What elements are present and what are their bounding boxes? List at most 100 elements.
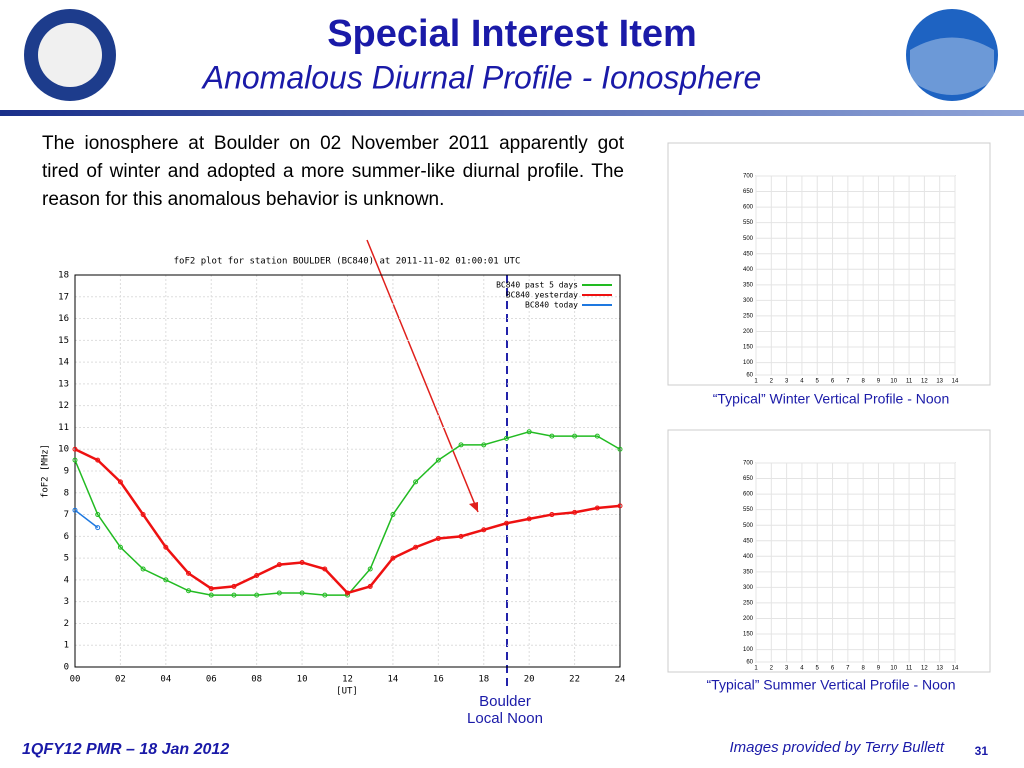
y-tick-label: 3 [64, 597, 69, 607]
point [117, 544, 123, 550]
y-tick-label: 100 [743, 360, 754, 366]
x-tick-label: 9 [877, 666, 881, 672]
y-tick-label: 60 [746, 373, 753, 379]
x-tick-label: 9 [877, 379, 881, 385]
body-text: The ionosphere at Boulder on 02 November… [42, 133, 624, 210]
x-axis-label: [UT] [336, 687, 358, 697]
arrow-line [366, 239, 479, 513]
legend-label: BC840 past 5 days [496, 281, 578, 290]
x-tick-label: 13 [936, 666, 943, 672]
x-tick-label: 18 [478, 675, 489, 685]
x-tick-label: 14 [387, 675, 398, 685]
subtitle: Anomalous Diurnal Profile - Ionosphere [201, 59, 762, 95]
y-tick-label: 400 [743, 554, 754, 560]
y-tick-label: 400 [743, 267, 754, 273]
legend-label: BC840 today [525, 301, 578, 310]
y-tick-label: 700 [743, 174, 754, 180]
plot-frame [74, 274, 621, 668]
x-tick-label: 11 [906, 379, 913, 385]
y-tick-label: 350 [743, 282, 754, 288]
series-line [74, 448, 621, 595]
y-tick-label: 1 [64, 641, 69, 651]
y-tick-label: 10 [58, 445, 69, 455]
y-tick-label: 450 [743, 251, 754, 257]
x-tick-label: 8 [861, 379, 865, 385]
ionogram-frame [667, 142, 991, 386]
series-line [74, 509, 99, 529]
ionogram-caption: “Typical” Winter Vertical Profile - Noon [713, 391, 950, 407]
point [140, 566, 146, 572]
x-tick-label: 06 [206, 675, 217, 685]
title: Special Interest Item [327, 13, 697, 55]
point [617, 446, 623, 452]
chart-bg [36, 246, 630, 704]
y-tick-label: 11 [58, 423, 69, 433]
annotation: Local Noon [467, 710, 543, 727]
x-tick-label: 1 [754, 666, 758, 672]
x-tick-label: 12 [342, 675, 353, 685]
legend-label: BC840 yesterday [506, 291, 578, 300]
y-tick-label: 14 [58, 358, 69, 368]
point [413, 479, 419, 485]
y-tick-label: 4 [64, 575, 69, 585]
y-tick-label: 250 [743, 314, 754, 320]
x-tick-label: 7 [846, 666, 850, 672]
footer-left: 1QFY12 PMR – 18 Jan 2012 [22, 741, 229, 758]
annotation: Boulder [479, 693, 531, 710]
ionogram-frame [667, 429, 991, 673]
x-tick-label: 6 [831, 666, 835, 672]
y-tick-label: 8 [64, 488, 69, 498]
x-tick-label: 3 [785, 666, 789, 672]
y-tick-label: 7 [64, 510, 69, 520]
x-tick-label: 10 [890, 666, 897, 672]
y-tick-label: 650 [743, 476, 754, 482]
x-tick-label: 1 [754, 379, 758, 385]
y-tick-label: 6 [64, 532, 69, 542]
x-tick-label: 10 [297, 675, 308, 685]
x-tick-label: 14 [952, 379, 959, 385]
x-tick-label: 3 [785, 379, 789, 385]
noaa-logo [906, 9, 998, 101]
y-tick-label: 650 [743, 189, 754, 195]
y-tick-label: 16 [58, 314, 69, 324]
point [95, 512, 101, 518]
y-tick-label: 600 [743, 492, 754, 498]
x-tick-label: 5 [816, 379, 820, 385]
y-tick-label: 2 [64, 619, 69, 629]
y-tick-label: 18 [58, 271, 69, 281]
y-tick-label: 250 [743, 601, 754, 607]
y-tick-label: 700 [743, 461, 754, 467]
x-tick-label: 22 [569, 675, 580, 685]
x-tick-label: 00 [70, 675, 81, 685]
y-tick-label: 550 [743, 507, 754, 513]
y-tick-label: 500 [743, 236, 754, 242]
page-number: 31 [975, 744, 989, 758]
x-tick-label: 14 [952, 666, 959, 672]
y-tick-label: 150 [743, 632, 754, 638]
x-tick-label: 12 [921, 666, 928, 672]
y-tick-label: 550 [743, 220, 754, 226]
y-tick-label: 9 [64, 467, 69, 477]
y-tick-label: 12 [58, 401, 69, 411]
x-tick-label: 13 [936, 379, 943, 385]
x-tick-label: 8 [861, 666, 865, 672]
x-tick-label: 02 [115, 675, 126, 685]
y-tick-label: 500 [743, 523, 754, 529]
noaa-wave [910, 37, 994, 95]
x-tick-label: 2 [770, 379, 774, 385]
x-tick-label: 11 [906, 666, 913, 672]
y-tick-label: 5 [64, 554, 69, 564]
x-tick-label: 16 [433, 675, 444, 685]
point [390, 512, 396, 518]
y-tick-label: 450 [743, 538, 754, 544]
point [72, 507, 78, 513]
y-tick-label: 17 [58, 292, 69, 302]
ionogram-caption: “Typical” Summer Vertical Profile - Noon [707, 677, 956, 693]
y-tick-label: 13 [58, 379, 69, 389]
credit: Images provided by Terry Bullett [729, 739, 944, 756]
x-tick-label: 08 [251, 675, 262, 685]
x-tick-label: 12 [921, 379, 928, 385]
y-tick-label: 0 [64, 663, 69, 673]
point [72, 457, 78, 463]
